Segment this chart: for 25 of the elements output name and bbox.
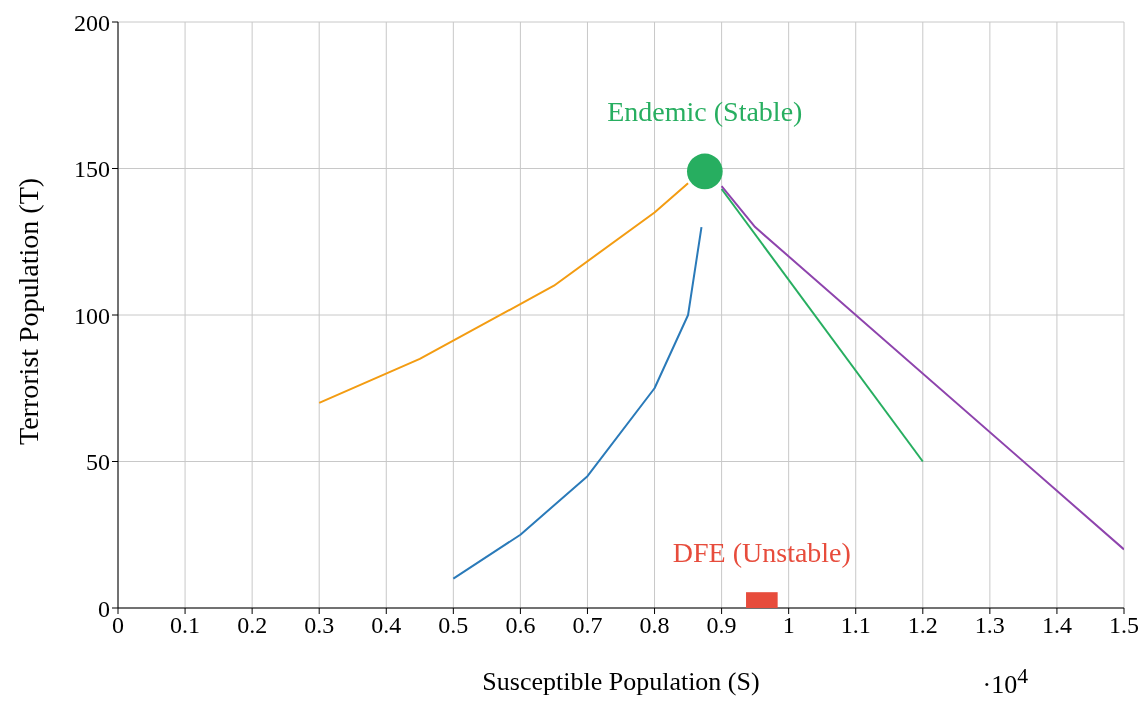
x-tick-label: 1.5 — [1109, 612, 1139, 639]
x-tick-label: 1.1 — [840, 612, 871, 639]
x-tick-label: 0.6 — [505, 612, 536, 639]
x-tick-label: 1.3 — [974, 612, 1005, 639]
x-tick-label: 1.4 — [1041, 612, 1072, 639]
y-tick-label: 100 — [74, 302, 110, 329]
y-tick-label: 150 — [74, 156, 110, 183]
x-tick-label: 1.2 — [907, 612, 938, 639]
x-tick-label: 0.3 — [304, 612, 335, 639]
text: ·10$^{4}$ — [982, 664, 1028, 700]
y-tick-label: 50 — [86, 449, 110, 476]
y-axis-title: Terrorist Population (T) — [12, 177, 44, 445]
x-tick-label: 0.4 — [371, 612, 402, 639]
x-tick-label: 0.1 — [170, 612, 201, 639]
x-axis-title: Susceptible Population (S) — [482, 667, 760, 696]
annotation: DFE (Unstable) — [672, 537, 851, 568]
x-tick-label: 0.9 — [706, 612, 737, 639]
x-tick-label: 1 — [782, 612, 795, 639]
x-tick-label: 0.2 — [237, 612, 268, 639]
x-tick-label: 0.8 — [639, 612, 670, 639]
annotation: Endemic (Stable) — [607, 96, 803, 128]
x-tick-label: 0.7 — [572, 612, 603, 639]
y-tick-label: 0 — [98, 595, 110, 622]
x-tick-label: 0.5 — [438, 612, 469, 639]
y-tick-label: 200 — [74, 9, 110, 36]
